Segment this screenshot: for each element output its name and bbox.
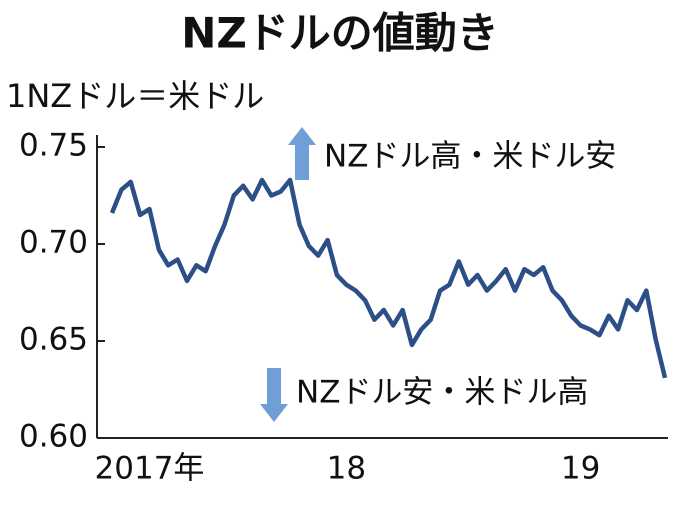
line-series xyxy=(109,177,668,379)
up-arrow xyxy=(288,127,316,180)
x-tick-label: 2017年 xyxy=(95,451,205,487)
down-arrow xyxy=(260,368,288,422)
annotation: NZドル安・米ドル高 xyxy=(296,375,588,411)
y-tick-label: 0.60 xyxy=(19,419,88,455)
y-tick-label: 0.75 xyxy=(19,128,88,164)
x-tick-label: 19 xyxy=(561,451,600,487)
subtitle: 1NZドル＝米ドル xyxy=(6,77,264,115)
y-tick-label: 0.65 xyxy=(19,322,88,358)
x-tick-label: 18 xyxy=(327,451,366,487)
chart-title: NZドルの値動き xyxy=(181,9,499,58)
annotation: NZドル高・米ドル安 xyxy=(324,139,616,175)
y-tick-label: 0.70 xyxy=(19,225,88,261)
